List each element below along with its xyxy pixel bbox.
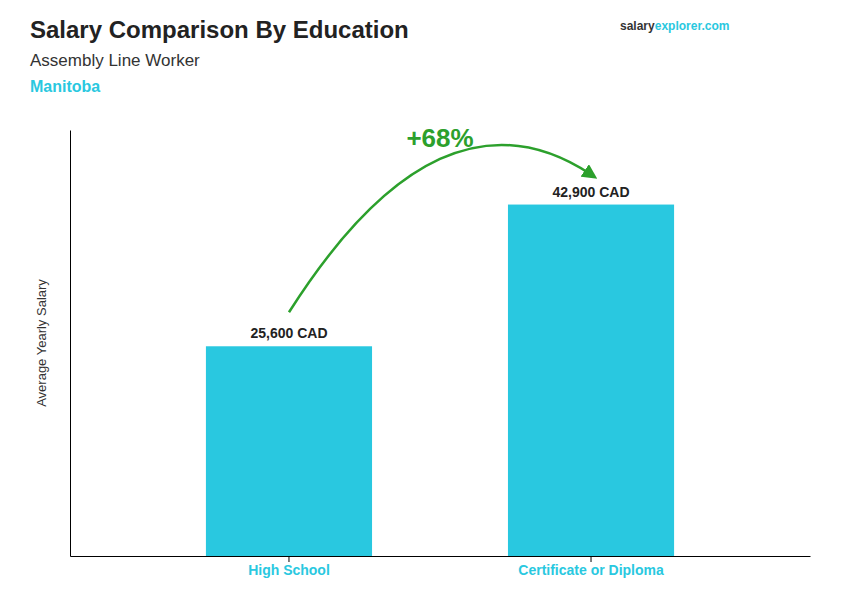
data-labels: 25,600 CAD 42,900 CAD [250,184,629,342]
plot: High School Certificate or Diploma 25,600 … [71,123,811,578]
bar [206,346,372,556]
x-tick-label: High School [248,562,330,578]
y-axis [70,131,71,557]
y-axis-line [70,131,71,557]
chart: Salary Comparison By Education Assembly L… [0,0,850,606]
data-label: 42,900 CAD [552,184,629,200]
annotation: +68% [406,123,473,153]
bar [508,205,674,556]
annotation: salary [620,19,655,33]
annotation: explorer.com [655,19,730,33]
title: Salary Comparison By Education [30,16,409,43]
x-tick: Certificate or Diploma [518,556,664,578]
x-axis: High School Certificate or Diploma [71,556,811,578]
annotation: Manitoba [30,78,100,95]
x-axis-line [71,556,811,557]
data-label: 25,600 CAD [250,325,327,341]
x-tick-label: Certificate or Diploma [518,562,664,578]
change-arrow [289,145,591,312]
y-axis-label: Average Yearly Salary [34,279,49,407]
x-tick: High School [248,556,330,578]
subtitle: Assembly Line Worker [30,51,200,70]
bars [206,205,674,556]
